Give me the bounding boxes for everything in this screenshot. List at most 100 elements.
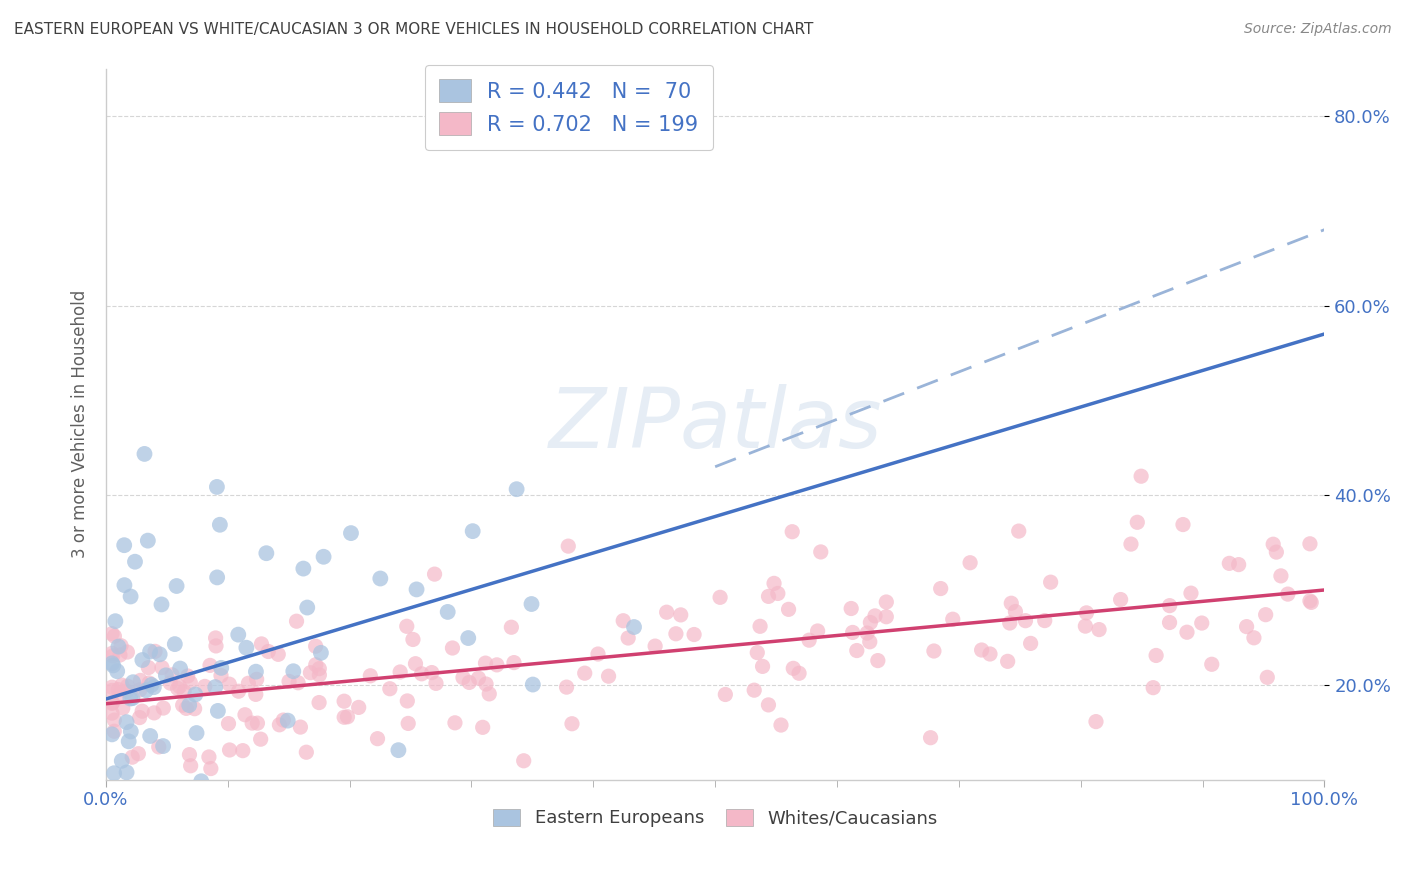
Point	[205, 480, 228, 494]
Point	[148, 739, 170, 754]
Point	[155, 668, 177, 682]
Point	[333, 710, 356, 724]
Point	[141, 678, 163, 692]
Point	[177, 669, 200, 683]
Point	[139, 729, 162, 743]
Point	[742, 683, 765, 698]
Point	[451, 671, 474, 685]
Point	[183, 820, 205, 834]
Point	[103, 724, 125, 739]
Point	[665, 627, 688, 641]
Point	[998, 615, 1021, 630]
Point	[245, 665, 267, 679]
Point	[929, 582, 952, 596]
Point	[1263, 537, 1285, 551]
Point	[142, 680, 165, 694]
Point	[278, 674, 301, 689]
Point	[166, 681, 188, 696]
Point	[143, 644, 166, 658]
Point	[1144, 648, 1167, 663]
Point	[117, 645, 139, 659]
Point	[277, 714, 299, 728]
Point	[308, 668, 330, 682]
Point	[979, 647, 1001, 661]
Point	[1088, 623, 1111, 637]
Point	[228, 684, 250, 698]
Point	[183, 701, 205, 715]
Point	[810, 545, 832, 559]
Point	[295, 745, 318, 759]
Point	[127, 791, 149, 805]
Point	[411, 666, 433, 681]
Point	[1109, 592, 1132, 607]
Text: Source: ZipAtlas.com: Source: ZipAtlas.com	[1244, 22, 1392, 37]
Point	[1014, 614, 1036, 628]
Point	[405, 657, 427, 671]
Point	[120, 590, 142, 604]
Point	[709, 591, 731, 605]
Point	[308, 662, 330, 676]
Point	[101, 727, 124, 741]
Point	[309, 646, 332, 660]
Point	[336, 710, 359, 724]
Point	[520, 597, 543, 611]
Point	[115, 765, 138, 780]
Point	[485, 657, 508, 672]
Point	[1074, 619, 1097, 633]
Point	[246, 673, 269, 687]
Point	[787, 666, 810, 681]
Point	[292, 561, 315, 575]
Point	[441, 640, 464, 655]
Point	[112, 538, 135, 552]
Point	[150, 598, 173, 612]
Point	[103, 629, 125, 643]
Point	[121, 691, 143, 706]
Point	[1085, 714, 1108, 729]
Point	[863, 608, 886, 623]
Point	[108, 687, 131, 701]
Point	[172, 698, 194, 713]
Point	[101, 696, 124, 710]
Point	[501, 620, 523, 634]
Point	[866, 654, 889, 668]
Point	[218, 743, 240, 757]
Point	[250, 637, 273, 651]
Point	[305, 657, 328, 672]
Point	[179, 698, 201, 713]
Point	[111, 678, 134, 692]
Point	[766, 586, 789, 600]
Y-axis label: 3 or more Vehicles in Household: 3 or more Vehicles in Household	[72, 290, 89, 558]
Point	[478, 687, 501, 701]
Point	[173, 684, 195, 698]
Point	[598, 669, 620, 683]
Point	[1130, 469, 1153, 483]
Point	[623, 620, 645, 634]
Point	[1236, 619, 1258, 633]
Point	[420, 665, 443, 680]
Point	[204, 631, 226, 645]
Point	[254, 546, 277, 560]
Point	[120, 691, 142, 706]
Point	[1159, 599, 1181, 613]
Point	[118, 734, 141, 748]
Point	[471, 720, 494, 734]
Point	[1256, 670, 1278, 684]
Point	[200, 762, 222, 776]
Point	[1171, 517, 1194, 532]
Point	[1175, 625, 1198, 640]
Point	[474, 656, 496, 670]
Point	[105, 664, 128, 678]
Point	[160, 668, 183, 682]
Point	[218, 716, 240, 731]
Point	[1265, 545, 1288, 559]
Point	[107, 682, 129, 697]
Point	[423, 567, 446, 582]
Point	[240, 716, 263, 731]
Point	[370, 572, 392, 586]
Point	[131, 704, 153, 718]
Point	[942, 612, 965, 626]
Point	[461, 524, 484, 538]
Point	[101, 657, 124, 671]
Point	[778, 602, 800, 616]
Point	[287, 675, 309, 690]
